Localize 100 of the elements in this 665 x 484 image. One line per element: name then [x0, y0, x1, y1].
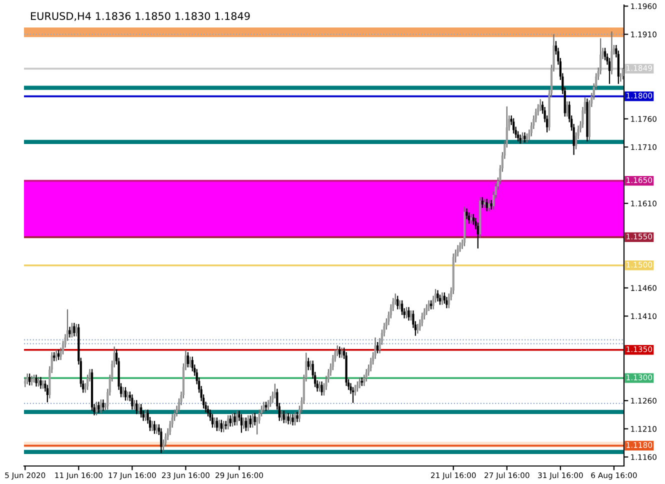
candlestick — [156, 424, 158, 434]
candlestick — [262, 401, 265, 414]
candlestick — [610, 30, 613, 75]
candlestick — [396, 295, 399, 310]
candlestick — [287, 412, 290, 425]
candlestick — [294, 411, 296, 426]
candlestick — [214, 416, 216, 428]
candlestick — [247, 414, 250, 432]
candlestick — [126, 391, 129, 402]
candlestick — [53, 352, 56, 362]
candlestick — [26, 373, 28, 385]
candlestick — [307, 357, 310, 371]
candlestick — [521, 132, 524, 144]
candlestick — [426, 304, 428, 316]
candlestick — [227, 414, 230, 430]
candlestick — [358, 376, 361, 389]
candlestick — [216, 416, 218, 432]
candlestick — [468, 212, 470, 224]
candlestick — [68, 326, 71, 338]
candlestick — [365, 368, 368, 382]
candlestick — [254, 412, 256, 426]
candlestick — [144, 409, 147, 422]
candlestick — [122, 386, 124, 398]
candlestick — [151, 420, 154, 432]
candlestick — [264, 401, 268, 412]
candlestick — [338, 346, 341, 358]
candlestick — [222, 420, 225, 433]
candlestick — [229, 414, 232, 428]
candlestick — [428, 300, 430, 312]
candlestick — [398, 300, 401, 310]
candlestick — [296, 411, 298, 423]
candlestick — [430, 300, 432, 310]
candlestick — [234, 412, 236, 426]
candlestick — [140, 403, 142, 418]
candlestick — [512, 118, 515, 134]
candlestick — [231, 412, 234, 428]
candlestick — [70, 322, 74, 338]
candlestick — [252, 412, 254, 428]
candlestick — [470, 214, 472, 224]
candlestick — [267, 400, 270, 412]
candlestick — [100, 398, 102, 414]
candlestick — [269, 396, 272, 408]
candlestick — [220, 419, 222, 433]
candlestick — [191, 356, 194, 372]
candlestick — [436, 290, 439, 302]
candlestick — [244, 416, 247, 432]
candlestick — [133, 400, 136, 410]
candlestick — [98, 401, 100, 414]
candlestick — [310, 360, 312, 371]
candlestick — [189, 356, 192, 368]
candlestick — [519, 134, 522, 144]
candlestick — [608, 57, 611, 84]
candlestick — [280, 410, 283, 422]
candlestick — [131, 394, 134, 410]
candlestick — [289, 414, 292, 425]
candlestick — [55, 349, 58, 362]
candlestick — [102, 398, 104, 412]
candlestick — [240, 414, 243, 434]
candlestick — [459, 242, 462, 252]
candlestick — [516, 130, 520, 142]
candlestick — [376, 341, 379, 354]
text: EURUSD,H4 1.1836 1.1850 1.1830 1.1849 — [31, 12, 250, 22]
candlestick — [218, 419, 220, 432]
candlestick — [484, 198, 486, 208]
candlestick — [282, 410, 285, 424]
candlestick — [242, 416, 245, 430]
candlestick — [124, 386, 127, 402]
candlestick — [75, 323, 78, 337]
candlestick — [466, 208, 468, 220]
candlestick — [249, 414, 252, 428]
candlestick — [472, 214, 474, 226]
candlestick — [622, 68, 624, 80]
candlestick — [486, 198, 488, 212]
candlestick — [28, 373, 31, 386]
candlestick — [408, 306, 410, 322]
candlestick — [320, 380, 323, 396]
candlestick — [401, 300, 404, 316]
candlestick — [481, 196, 484, 208]
candlestick — [524, 132, 526, 144]
candlestick — [136, 400, 138, 415]
candlestick — [186, 352, 189, 368]
candlestick — [46, 384, 48, 403]
candlestick — [274, 383, 276, 399]
candlestick — [488, 199, 490, 212]
candlestick — [438, 294, 442, 306]
candlestick — [490, 199, 492, 210]
candlestick — [30, 375, 33, 386]
candlestick — [73, 322, 76, 337]
candlestick — [206, 405, 210, 417]
candlestick — [153, 420, 156, 434]
candlestick — [405, 306, 408, 319]
candlestick — [354, 384, 356, 396]
candlestick — [35, 374, 38, 388]
candlestick — [138, 403, 140, 415]
candlestick — [441, 292, 444, 306]
candlestick — [292, 414, 294, 426]
candlestick — [443, 292, 446, 304]
candlestick — [236, 410, 238, 426]
candlestick — [285, 412, 288, 424]
candlestick — [211, 414, 214, 428]
